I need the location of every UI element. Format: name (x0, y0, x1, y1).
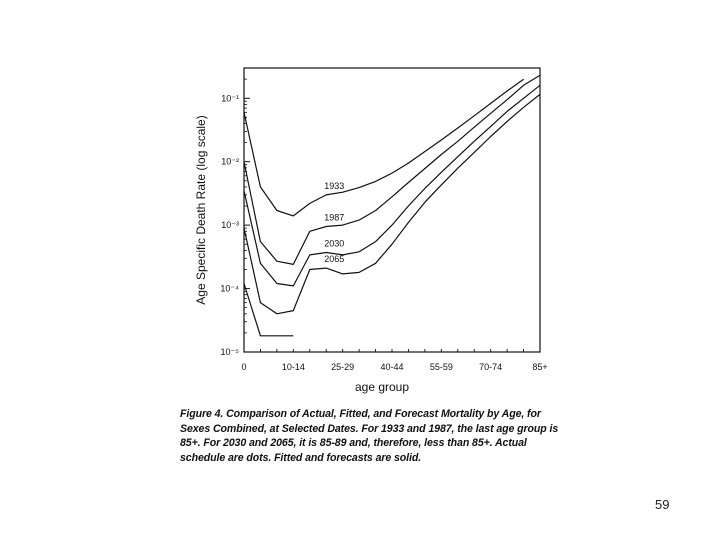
x-tick-label: 70-74 (479, 362, 502, 372)
plot-frame (243, 67, 541, 353)
x-tick-label: 25-29 (331, 362, 354, 372)
x-tick-label: 55-59 (430, 362, 453, 372)
x-tick-label: 85+ (532, 362, 547, 372)
series-line (243, 283, 294, 337)
y-tick-label: 10⁻² (221, 157, 239, 167)
x-tick-label: 0 (241, 362, 246, 372)
series-lines (243, 74, 541, 337)
figure-caption: Figure 4. Comparison of Actual, Fitted, … (180, 408, 559, 464)
y-tick-label: 10⁻³ (221, 220, 239, 230)
y-axis-label: Age Specific Death Rate (log scale) (194, 115, 208, 304)
series-label: 1933 (324, 181, 344, 191)
series-line (243, 93, 541, 315)
series-label: 2065 (324, 254, 344, 264)
x-tick-label: 10-14 (282, 362, 305, 372)
series-label: 2030 (324, 239, 344, 249)
page-number: 59 (655, 497, 670, 512)
series-labels: 1933 1987 2030 2065 (324, 181, 344, 264)
series-line (243, 74, 541, 265)
series-line (243, 84, 541, 287)
y-tick-label: 10⁻⁴ (220, 284, 239, 294)
x-axis: 0 10-14 25-29 40-44 55-59 70-74 85+ (241, 349, 548, 372)
series-label: 1987 (324, 213, 344, 223)
plot-border (243, 67, 541, 353)
series-line (243, 78, 524, 217)
x-axis-label: age group (355, 380, 409, 394)
x-tick-label: 40-44 (380, 362, 403, 372)
y-tick-label: 10⁻⁵ (221, 347, 240, 357)
y-tick-label: 10⁻¹ (221, 93, 239, 103)
